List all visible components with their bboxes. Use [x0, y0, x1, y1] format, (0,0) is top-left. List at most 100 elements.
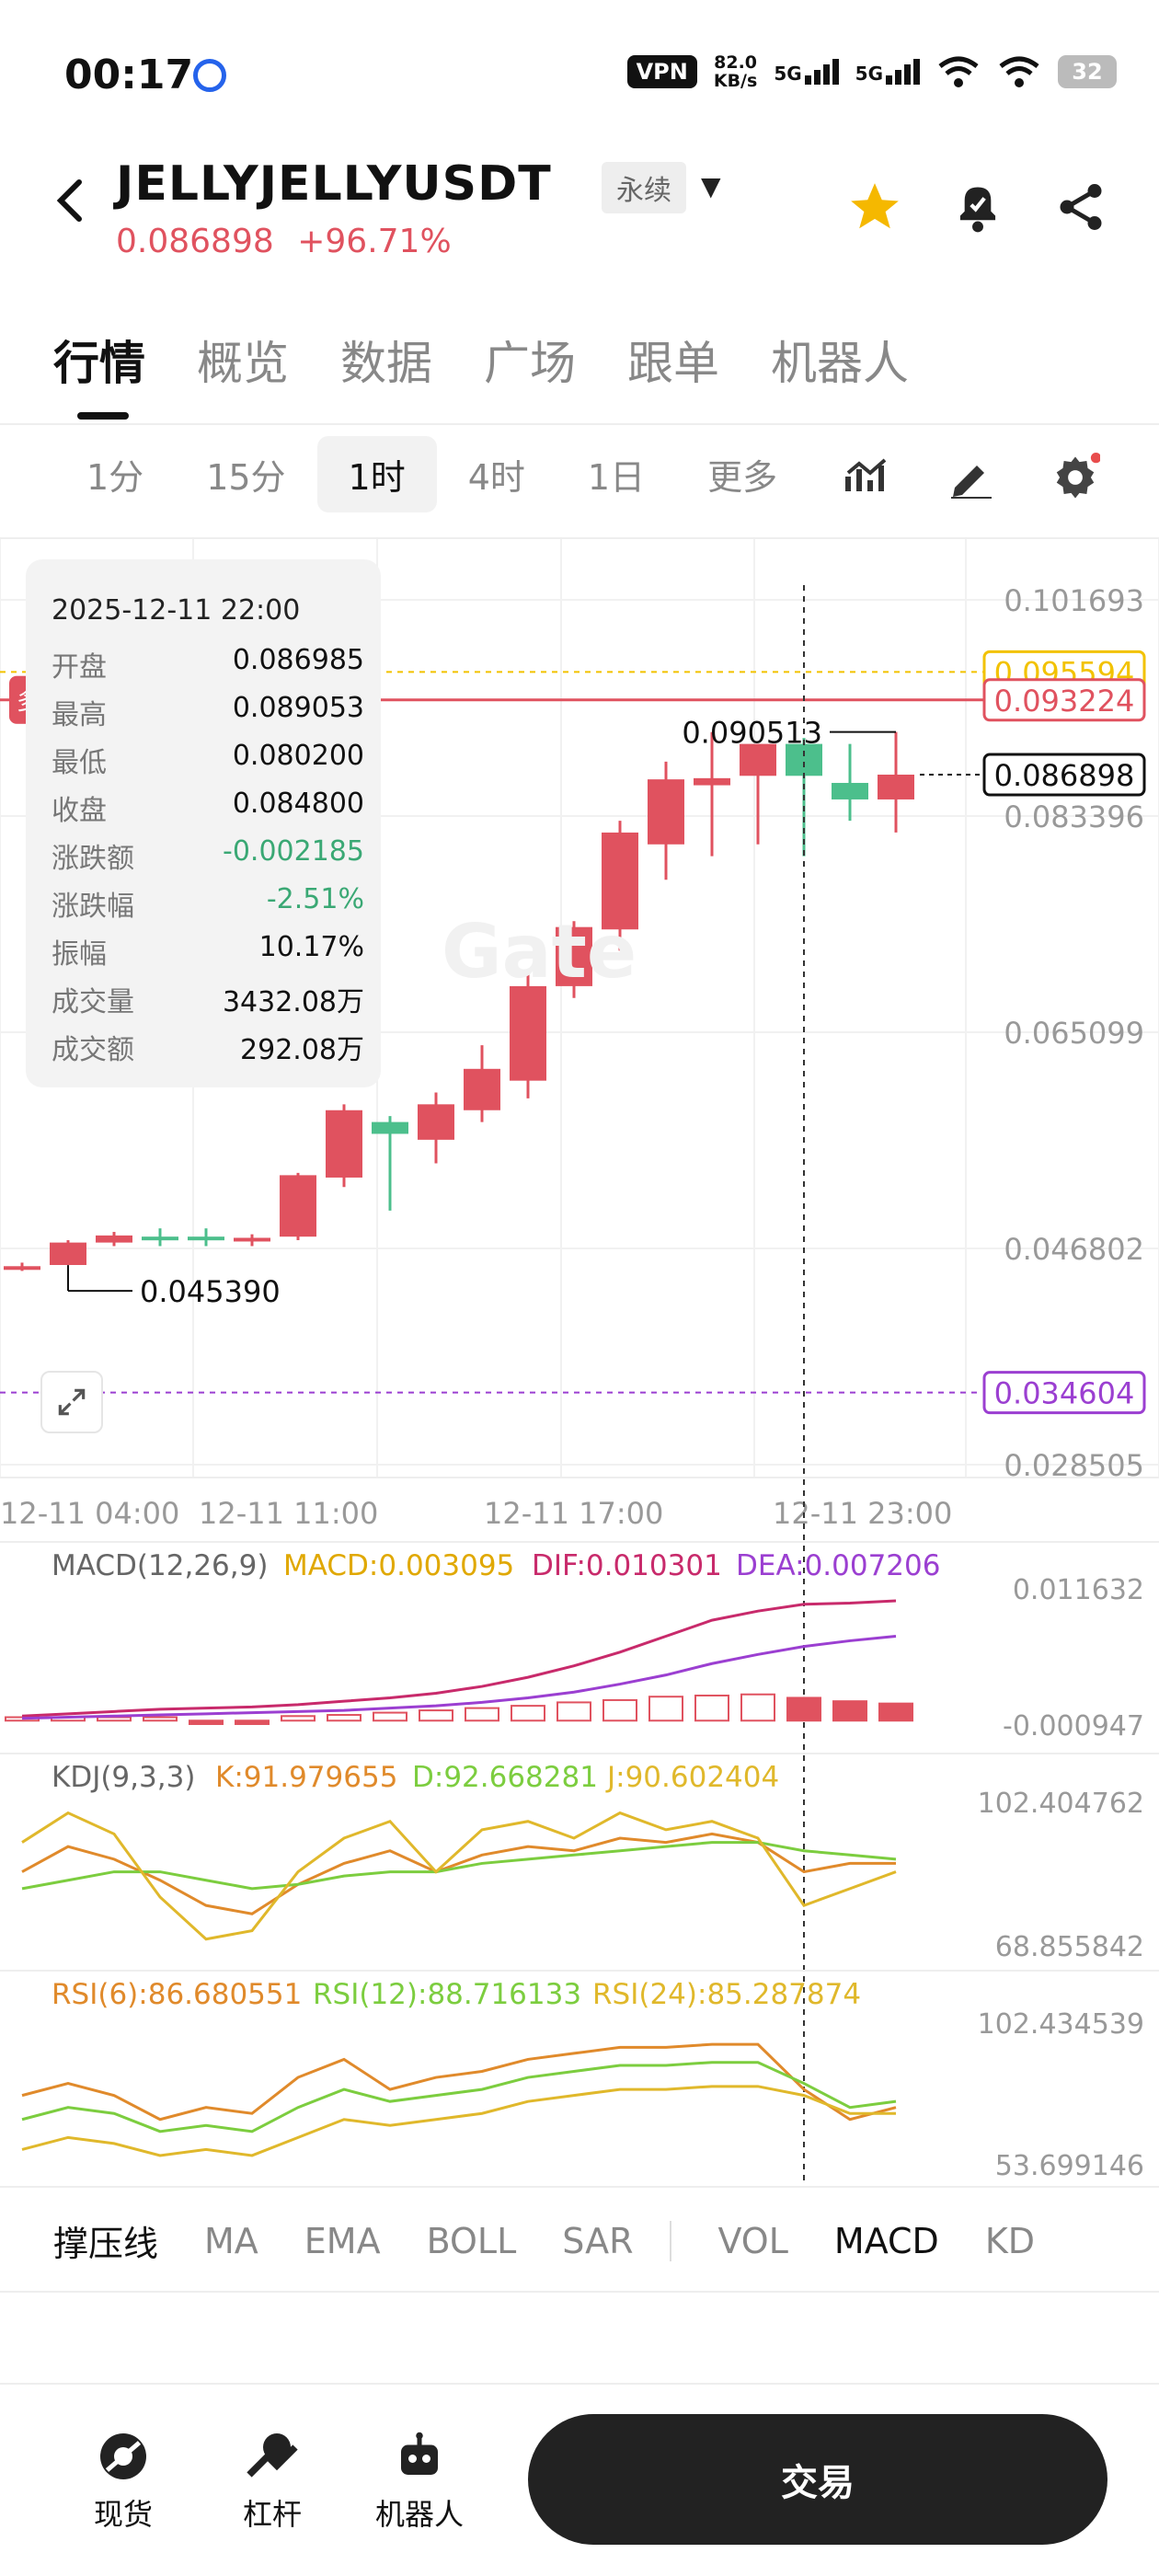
rsi-legend: RSI(6):86.680551: [52, 1978, 302, 2011]
macd-hist-bar: [786, 1696, 821, 1722]
vpn-badge: VPN: [626, 55, 697, 88]
candle-body: [694, 777, 730, 786]
robot-icon: [401, 2432, 438, 2475]
divider: [0, 423, 1159, 425]
x-tick-label: 12-11 04:00: [0, 1496, 179, 1531]
tab-sar[interactable]: SAR: [562, 2220, 634, 2261]
interval-1d[interactable]: 1日: [587, 456, 646, 498]
candle-body: [142, 1236, 178, 1241]
kdj-d-line: [21, 1841, 897, 1891]
divider: [0, 2383, 1159, 2385]
price-line: 0.086898 +96.71%: [116, 223, 452, 260]
position-tag-box: [982, 678, 1146, 722]
rsi12-line: [21, 2061, 897, 2133]
rsi-top-label: 102.434539: [978, 2008, 1144, 2041]
macd-hist-bar: [327, 1714, 361, 1722]
macd-legend: DEA:0.007206: [736, 1549, 940, 1582]
tab-ema[interactable]: EMA: [304, 2220, 381, 2261]
tab-overview[interactable]: 概览: [197, 337, 289, 390]
battery-icon: 32: [1058, 55, 1117, 88]
candle-body: [878, 774, 914, 799]
symbol-title[interactable]: JELLYJELLYUSDT: [116, 156, 552, 212]
clock: 00:17: [64, 52, 194, 98]
bell-icon[interactable]: [946, 175, 1010, 239]
kdj-j-line: [21, 1811, 897, 1941]
dropdown-arrow-icon[interactable]: ▼: [701, 171, 721, 201]
tab-market[interactable]: 行情: [53, 337, 145, 390]
wifi-icon: [938, 56, 979, 87]
macd-dif-line: [21, 1599, 897, 1718]
separator: [670, 2220, 672, 2261]
tab-data[interactable]: 数据: [340, 337, 432, 390]
tab-vol[interactable]: VOL: [717, 2220, 788, 2261]
app-status-icon: [193, 59, 226, 92]
signal-icon-2: 5G: [855, 59, 920, 85]
draw-pen-icon[interactable]: [947, 454, 995, 502]
margin-icon: [247, 2433, 298, 2478]
info-row: 开盘 0.086985: [52, 644, 364, 684]
nav-spot-label: 现货: [93, 2497, 153, 2532]
kdj-top-label: 102.404762: [978, 1788, 1144, 1820]
interval-1m[interactable]: 1分: [86, 456, 144, 498]
macd-hist-bar: [419, 1709, 453, 1722]
network-speed: 82.0 KB/s: [713, 52, 758, 91]
info-row: 涨跌幅 -2.51%: [52, 883, 364, 923]
candle-body: [832, 782, 868, 799]
candle-body: [372, 1121, 408, 1134]
candle-body: [280, 1175, 316, 1237]
status-right: VPN 82.0 KB/s 5G 5G 32: [626, 52, 1117, 91]
back-icon[interactable]: [52, 175, 88, 239]
fullscreen-icon[interactable]: [40, 1371, 103, 1433]
interval-15m[interactable]: 15分: [206, 456, 286, 498]
candle-body: [326, 1110, 362, 1178]
tab-copytrade[interactable]: 跟单: [627, 337, 719, 390]
macd-bottom-label: -0.000947: [1003, 1710, 1144, 1742]
rsi6-line: [21, 2042, 897, 2122]
star-icon[interactable]: [843, 175, 907, 239]
macd-hist-bar: [235, 1719, 270, 1725]
nav-spot[interactable]: 现货: [68, 2429, 178, 2534]
tab-square[interactable]: 广场: [484, 337, 576, 390]
share-icon[interactable]: [1049, 175, 1113, 239]
indicator-chart-icon[interactable]: [844, 454, 892, 502]
kdj-legend: J:90.602404: [605, 1761, 779, 1794]
tab-kd[interactable]: KD: [984, 2220, 1036, 2261]
candle-body: [648, 779, 684, 845]
nav-bot[interactable]: 机器人: [364, 2429, 475, 2534]
current-price-tag: 0.086898: [994, 758, 1135, 793]
trade-button[interactable]: 交易: [528, 2414, 1107, 2545]
macd-dea-line: [21, 1634, 897, 1720]
settings-gear-icon[interactable]: [1050, 453, 1102, 506]
rsi24-line: [21, 2085, 896, 2157]
kdj-bottom-label: 68.855842: [995, 1931, 1144, 1963]
interval-4h[interactable]: 4时: [467, 456, 525, 498]
main-tabs: 行情 概览 数据 广场 跟单 机器人: [53, 327, 909, 393]
tab-macd[interactable]: MACD: [833, 2220, 939, 2261]
macd-hist-bar: [557, 1701, 591, 1722]
candle-body: [188, 1236, 224, 1241]
macd-hist-bar: [189, 1719, 224, 1725]
macd-hist-bar: [694, 1694, 729, 1722]
tab-support-resistance[interactable]: 撑压线: [53, 2224, 159, 2264]
wifi-icon-2: [999, 56, 1039, 87]
tab-bot[interactable]: 机器人: [771, 337, 909, 390]
info-row: 最高 0.089053: [52, 692, 364, 731]
rsi-bottom-label: 53.699146: [995, 2150, 1144, 2182]
rsi-legend: RSI(12):88.716133: [313, 1978, 581, 2011]
macd-hist-bar: [648, 1696, 683, 1722]
contract-type-badge[interactable]: 永续: [602, 162, 686, 213]
macd-hist-bar: [373, 1711, 407, 1722]
tab-boll[interactable]: BOLL: [426, 2220, 517, 2261]
tab-ma[interactable]: MA: [204, 2220, 258, 2261]
kdj-k-line: [21, 1832, 896, 1915]
tab-underline: [77, 412, 129, 420]
kdj-legend: K:91.979655: [215, 1761, 397, 1794]
macd-hist-bar: [511, 1705, 545, 1722]
interval-1h[interactable]: 1时: [316, 435, 437, 512]
interval-more[interactable]: 更多: [707, 456, 778, 498]
current-price-tag-box: [982, 753, 1146, 797]
spot-icon: [100, 2433, 146, 2479]
divider: [0, 537, 1159, 539]
candle-body: [418, 1104, 454, 1140]
nav-margin[interactable]: 杠杆: [217, 2429, 327, 2534]
